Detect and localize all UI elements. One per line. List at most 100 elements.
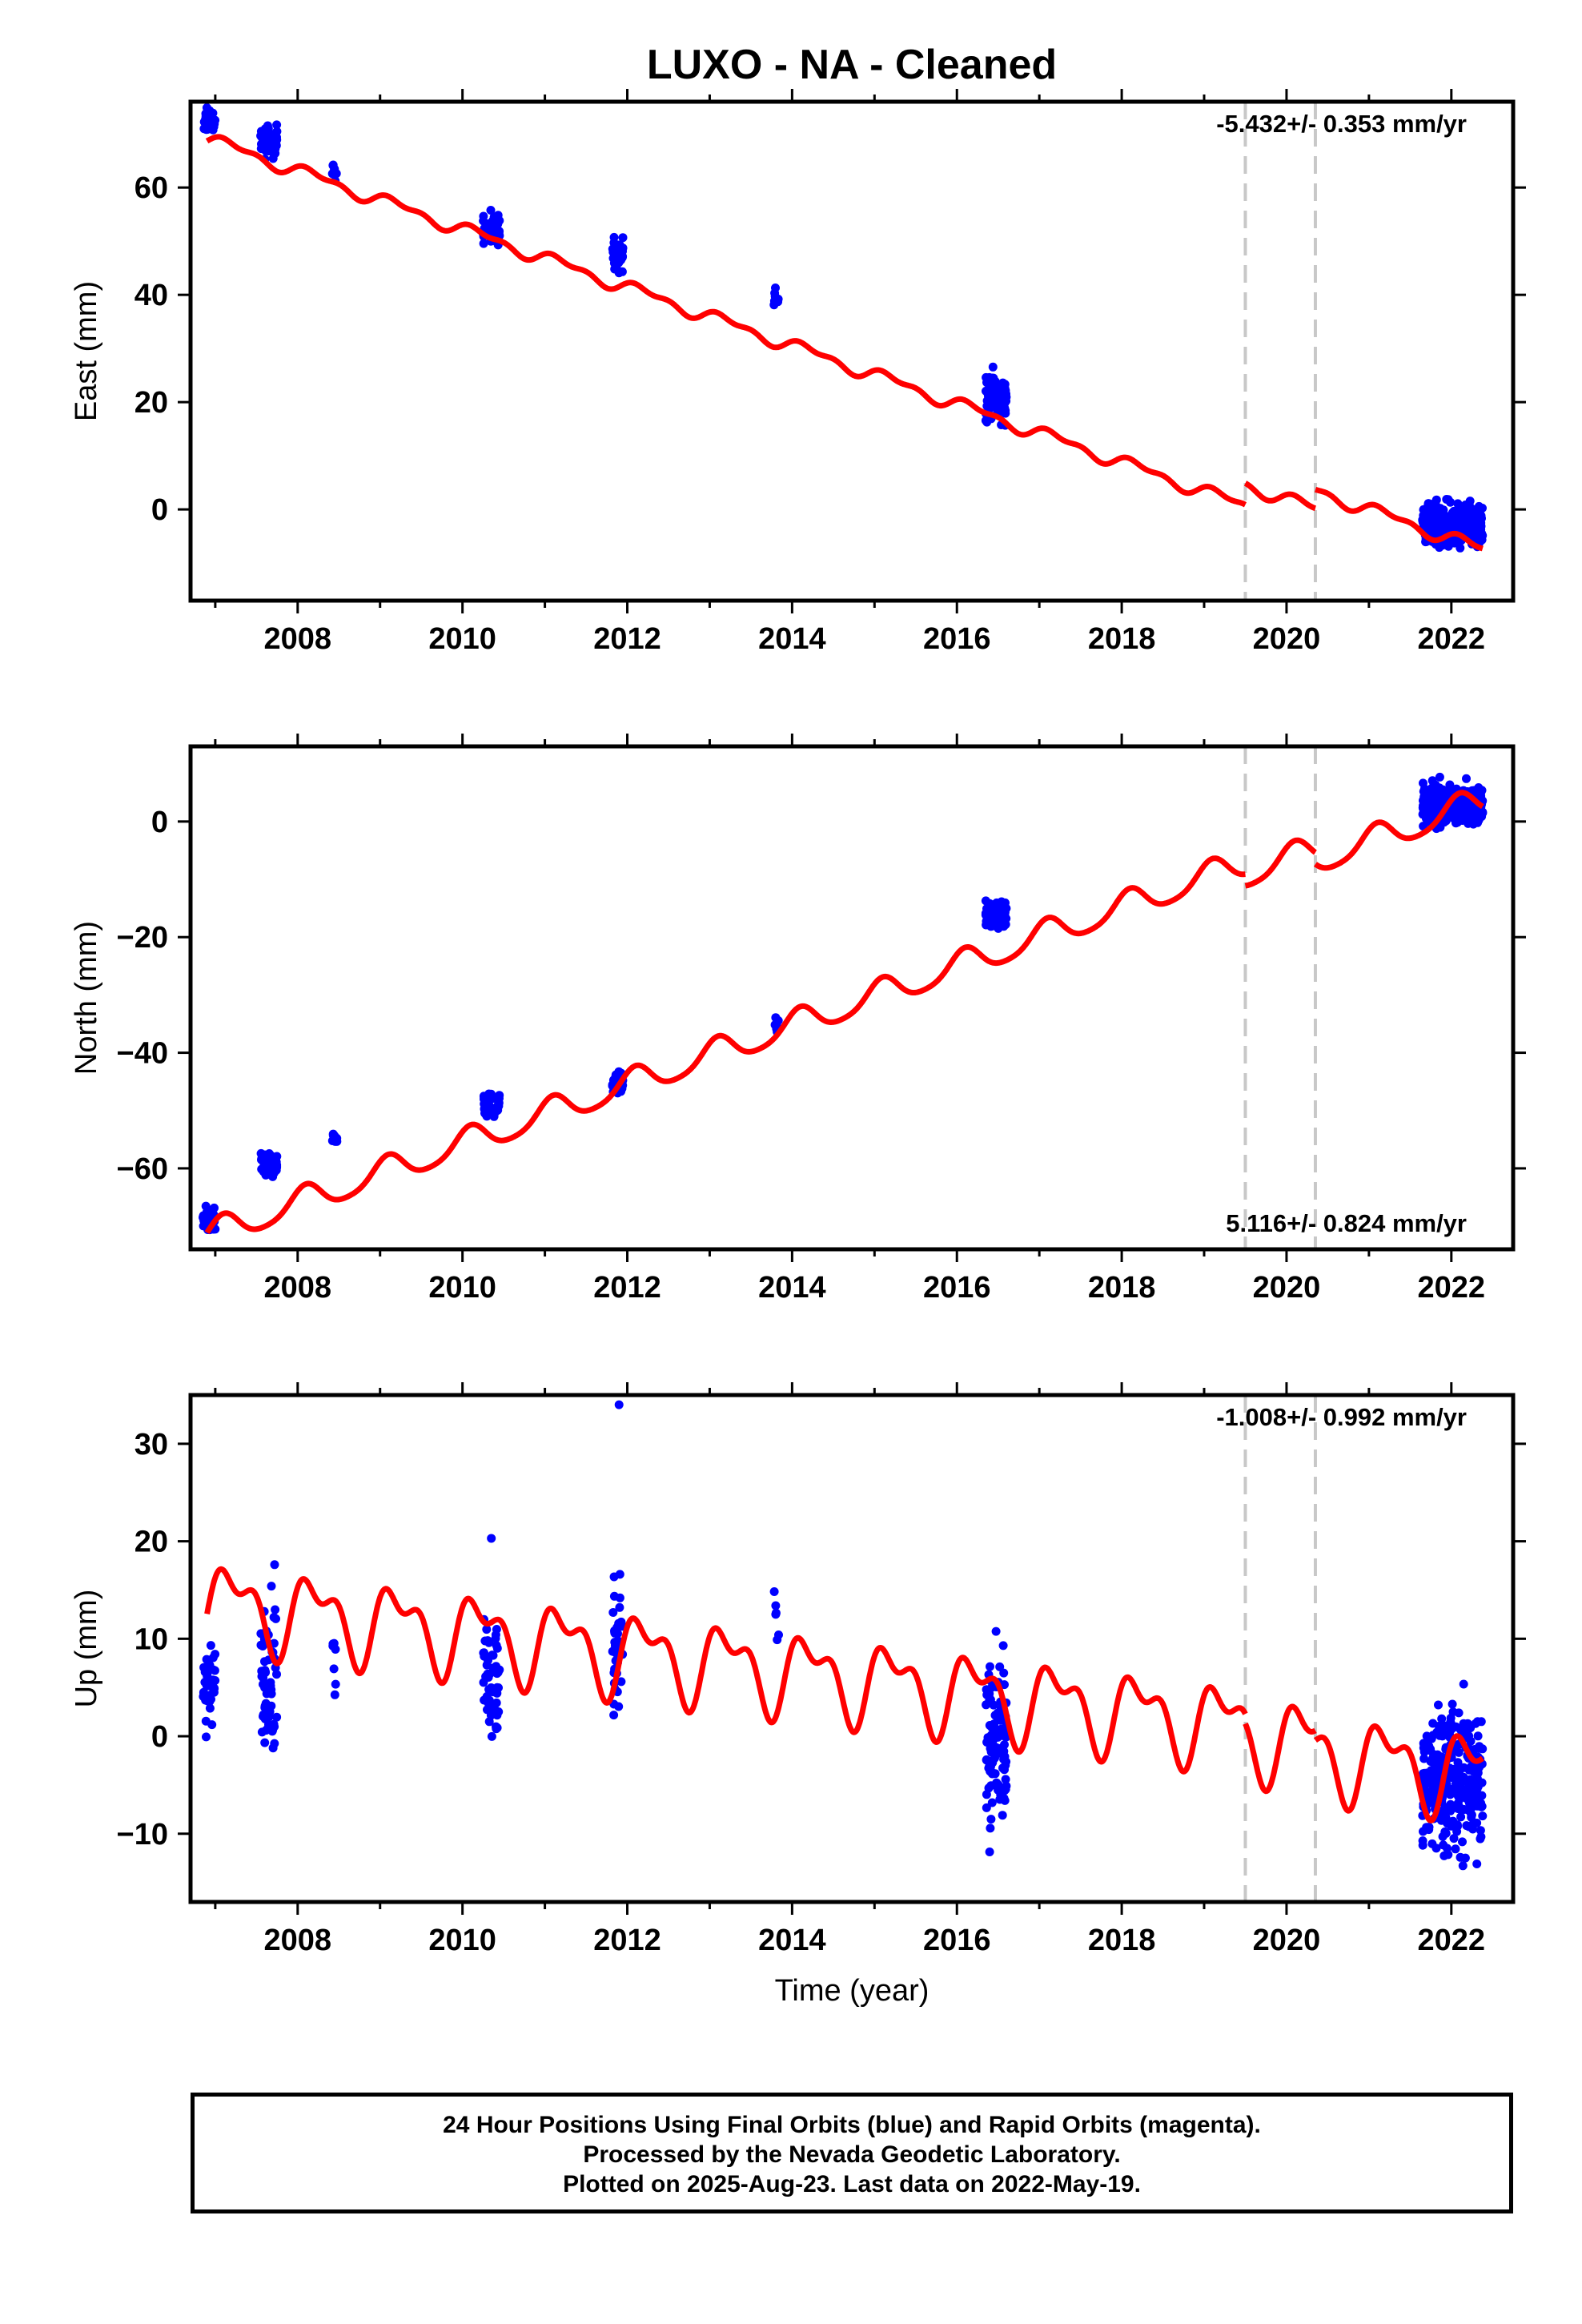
x-tick-label: 2012: [593, 622, 661, 656]
data-point: [1476, 525, 1485, 535]
data-point: [1002, 1781, 1011, 1791]
data-point: [484, 1638, 494, 1647]
data-point: [1462, 1794, 1472, 1803]
data-point: [1464, 1731, 1474, 1741]
data-point: [1456, 1803, 1465, 1813]
data-point: [1430, 1755, 1439, 1765]
x-tick-label: 2016: [923, 1271, 991, 1305]
data-point: [1453, 514, 1463, 524]
data-point: [202, 1681, 211, 1691]
x-tick-label: 2010: [428, 1271, 496, 1305]
data-point: [329, 1664, 339, 1674]
data-point: [1441, 1828, 1451, 1838]
x-tick-label: 2018: [1088, 1924, 1156, 1957]
data-point: [270, 1560, 279, 1570]
data-point: [1472, 1860, 1482, 1868]
model-curve-segment: [1313, 790, 1485, 871]
data-point: [994, 382, 1003, 392]
east-panel: 2008 2010 2012 2014 2016 2018 2020 2022 0 20 40 60 E…: [70, 89, 1526, 656]
data-point: [1442, 495, 1452, 504]
data-point: [487, 1731, 496, 1741]
y-axis-label: East (mm): [70, 281, 103, 421]
data-point: [487, 1534, 496, 1543]
data-point: [769, 1587, 779, 1596]
data-point: [990, 1769, 1000, 1779]
data-point: [265, 1679, 275, 1688]
data-point: [984, 903, 994, 912]
data-point: [1476, 791, 1486, 801]
data-point: [1454, 1708, 1464, 1718]
x-tick-label: 2022: [1418, 1271, 1486, 1305]
data-point: [1453, 818, 1463, 827]
data-point: [271, 1165, 281, 1175]
data-point: [774, 1630, 783, 1639]
data-point: [1469, 530, 1479, 540]
data-point: [258, 1642, 267, 1651]
data-point: [1419, 1739, 1428, 1748]
data-point: [272, 1712, 282, 1722]
data-point: [982, 372, 991, 382]
data-point: [1435, 822, 1445, 832]
data-point: [993, 903, 1002, 913]
data-point: [998, 1811, 1007, 1820]
data-point: [981, 416, 990, 425]
data-point: [1478, 1811, 1488, 1821]
data-point: [492, 1698, 501, 1707]
data-point: [482, 1625, 492, 1634]
data-point: [271, 1605, 280, 1614]
data-point: [982, 1803, 991, 1812]
x-tick-label: 2008: [264, 1271, 332, 1305]
data-point: [1419, 795, 1428, 805]
data-point: [1458, 1837, 1467, 1847]
x-tick-label: 2016: [923, 622, 991, 656]
data-point: [999, 1794, 1009, 1803]
data-point: [1000, 907, 1010, 917]
data-point: [982, 1685, 991, 1695]
data-point: [492, 1641, 501, 1651]
data-point: [201, 1201, 211, 1211]
x-tick-label: 2010: [428, 622, 496, 656]
data-point: [209, 1687, 219, 1697]
data-point: [1439, 1731, 1448, 1740]
data-point: [200, 1663, 210, 1673]
footer-line-1: 24 Hour Positions Using Final Orbits (bl…: [443, 2112, 1261, 2138]
data-point: [613, 1070, 622, 1080]
data-point: [1463, 505, 1472, 515]
data-point: [211, 1676, 220, 1685]
model-curve-segment: [1243, 1703, 1318, 1795]
data-point: [994, 390, 1004, 400]
data-point: [982, 1790, 991, 1799]
data-point: [990, 1743, 1000, 1752]
data-point: [1464, 809, 1474, 818]
x-tick-label: 2014: [758, 1271, 826, 1305]
y-tick-label: 30: [135, 1428, 168, 1462]
y-tick-label: 0: [151, 1720, 168, 1754]
data-point: [1442, 519, 1451, 529]
x-tick-label: 2020: [1253, 622, 1321, 656]
y-tick-label: −20: [117, 921, 168, 955]
data-point: [261, 131, 271, 141]
data-point: [1445, 783, 1455, 793]
data-point: [995, 1662, 1005, 1671]
data-point: [613, 240, 623, 250]
data-point: [484, 219, 493, 228]
data-point: [1458, 1861, 1468, 1871]
data-point: [986, 1731, 996, 1740]
data-point: [1456, 1812, 1466, 1822]
data-point: [614, 1400, 624, 1409]
data-point: [1452, 1827, 1462, 1836]
x-tick-label: 2012: [593, 1924, 661, 1957]
data-point: [1456, 505, 1465, 514]
data-point: [1439, 541, 1448, 549]
y-tick-label: 20: [135, 386, 168, 420]
data-point: [1440, 1803, 1450, 1812]
data-point: [1473, 1801, 1482, 1811]
data-point: [484, 1685, 494, 1695]
data-point: [494, 1101, 504, 1111]
x-tick-label: 2014: [758, 1924, 826, 1957]
data-point: [1434, 1700, 1443, 1710]
x-tick-label: 2020: [1253, 1924, 1321, 1957]
data-point: [486, 206, 496, 215]
x-tick-label: 2018: [1088, 622, 1156, 656]
x-tick-label: 2018: [1088, 1271, 1156, 1305]
